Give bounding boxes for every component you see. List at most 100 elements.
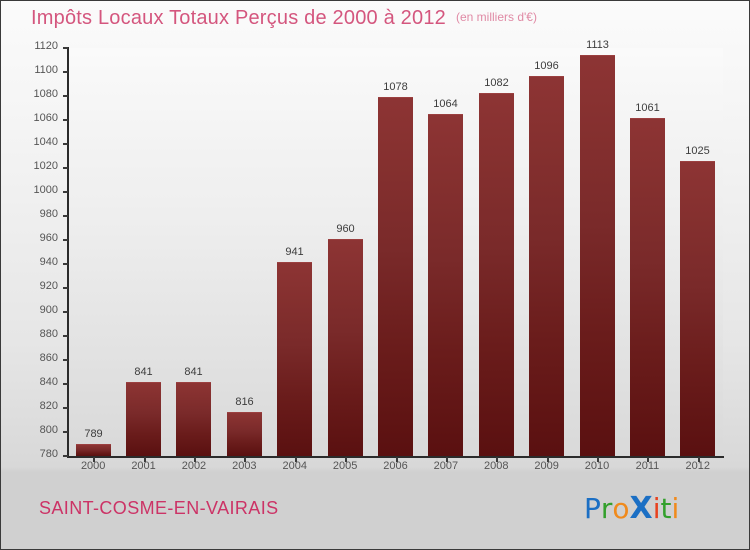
bar-rect[interactable] [630,117,665,456]
logo-letter-o-2: o [612,492,630,525]
y-axis-tick-label: 780 [39,448,58,460]
y-axis-tick-label: 960 [39,232,58,244]
x-axis-tick-mark [396,457,398,462]
y-axis-tick-label: 880 [39,328,58,340]
x-axis-tick-mark [295,457,297,462]
bar-rect[interactable] [378,97,413,456]
x-axis-tick-label: 2011 [635,460,660,472]
bar-rect[interactable] [580,55,615,456]
y-axis-tick-mark [63,143,68,145]
x-axis-tick-label: 2010 [584,460,610,472]
x-axis-line [67,456,724,458]
logo-letter-t-5: t [660,492,672,525]
proxiti-logo[interactable]: ProXiti [584,491,679,526]
y-axis-tick-mark [63,47,68,49]
y-axis-tick-label: 1040 [33,136,58,148]
y-axis-tick-label: 940 [39,256,58,268]
bar-value-label: 1113 [586,39,609,52]
bar[interactable]: 1078 [378,81,413,456]
y-axis-tick-label: 1020 [33,160,58,172]
x-axis-tick-mark [647,457,649,462]
y-axis-tick-mark [63,455,68,457]
commune-name: SAINT-COSME-EN-VAIRAIS [39,498,279,518]
chart-footer: SAINT-COSME-EN-VAIRAIS ProXiti [1,479,749,549]
y-axis-tick-label: 920 [39,280,58,292]
bar[interactable]: 960 [328,223,363,456]
bar[interactable]: 1096 [529,60,564,456]
bar-rect[interactable] [126,381,161,456]
y-axis-line [67,47,69,457]
bar-value-label: 816 [235,395,254,408]
bar[interactable]: 841 [176,366,211,456]
y-axis-tick-label: 1120 [34,40,58,52]
x-axis-tick-label: 2006 [383,460,408,472]
y-axis-tick-mark [63,263,68,265]
bar-value-label: 1025 [685,145,710,157]
x-axis-tick-mark [597,457,599,462]
bar-rect[interactable] [428,114,463,456]
x-axis-tick-mark [446,457,448,462]
bar[interactable]: 1113 [580,39,615,456]
y-axis-tick-mark [63,287,68,289]
x-axis-tick-label: 2005 [332,460,358,472]
x-axis-tick-mark [496,457,498,462]
y-axis-tick-label: 820 [39,400,58,412]
bar-value-label: 1061 [635,101,660,114]
bar-rect[interactable] [479,92,514,456]
bar-value-label: 841 [134,365,153,378]
y-axis-tick-label: 900 [39,304,58,316]
y-axis-tick-mark [63,383,68,385]
bar-rect[interactable] [76,444,111,456]
y-axis-tick-mark [63,191,68,193]
bar-value-label: 841 [184,365,203,378]
x-axis-tick-label: 2000 [80,460,106,472]
y-axis-tick-mark [63,167,68,169]
bar-rect[interactable] [529,75,564,456]
bar[interactable]: 941 [277,246,312,456]
logo-letter-i-4: i [652,492,661,525]
y-axis-tick-mark [63,335,68,337]
bar[interactable]: 1025 [680,145,715,456]
bar[interactable]: 841 [126,366,161,456]
y-axis-tick-mark [63,239,68,241]
y-axis-tick-mark [63,311,68,313]
bar-rect[interactable] [227,411,262,456]
bar-rect[interactable] [328,239,363,456]
bar[interactable]: 1061 [630,102,665,456]
bar-value-label: 1064 [433,98,458,111]
x-axis-tick-mark [194,457,196,462]
bar-rect[interactable] [680,161,715,456]
logo-letter-x-3: X [629,491,653,526]
y-axis-tick-mark [63,215,68,217]
bar[interactable]: 1082 [479,77,514,456]
chart-subtitle: (en milliers d'€) [455,10,537,24]
x-axis-tick-label: 2009 [534,460,559,472]
bar-value-label: 789 [84,428,103,441]
y-axis-tick-label: 800 [39,424,58,436]
bar-value-label: 1078 [383,81,408,94]
y-axis-tick-mark [63,95,68,97]
x-axis-tick-mark [698,457,700,462]
bar[interactable]: 1064 [428,98,463,456]
y-axis-tick-label: 1100 [34,64,58,76]
bar[interactable]: 789 [76,428,111,456]
y-axis-tick-mark [63,431,68,433]
y-axis-tick-mark [63,71,68,73]
x-axis-tick-mark [93,457,95,462]
y-axis-tick-label: 1060 [33,112,58,124]
bar-rect[interactable] [277,261,312,456]
bar-rect[interactable] [176,381,211,456]
bar-value-label: 1082 [484,76,509,89]
y-axis-tick-label: 1080 [33,88,58,100]
x-axis-tick-label: 2007 [433,460,459,472]
x-axis-tick-label: 2004 [282,460,307,472]
x-axis-tick-label: 2001 [131,460,156,472]
y-axis-tick-mark [63,407,68,409]
x-axis-tick-label: 2002 [181,460,207,472]
x-axis-tick-label: 2008 [484,460,509,472]
logo-letter-p-0: P [584,492,601,525]
bar[interactable]: 816 [227,396,262,456]
bar-value-label: 1096 [534,59,559,72]
y-axis-tick-label: 860 [39,352,58,364]
